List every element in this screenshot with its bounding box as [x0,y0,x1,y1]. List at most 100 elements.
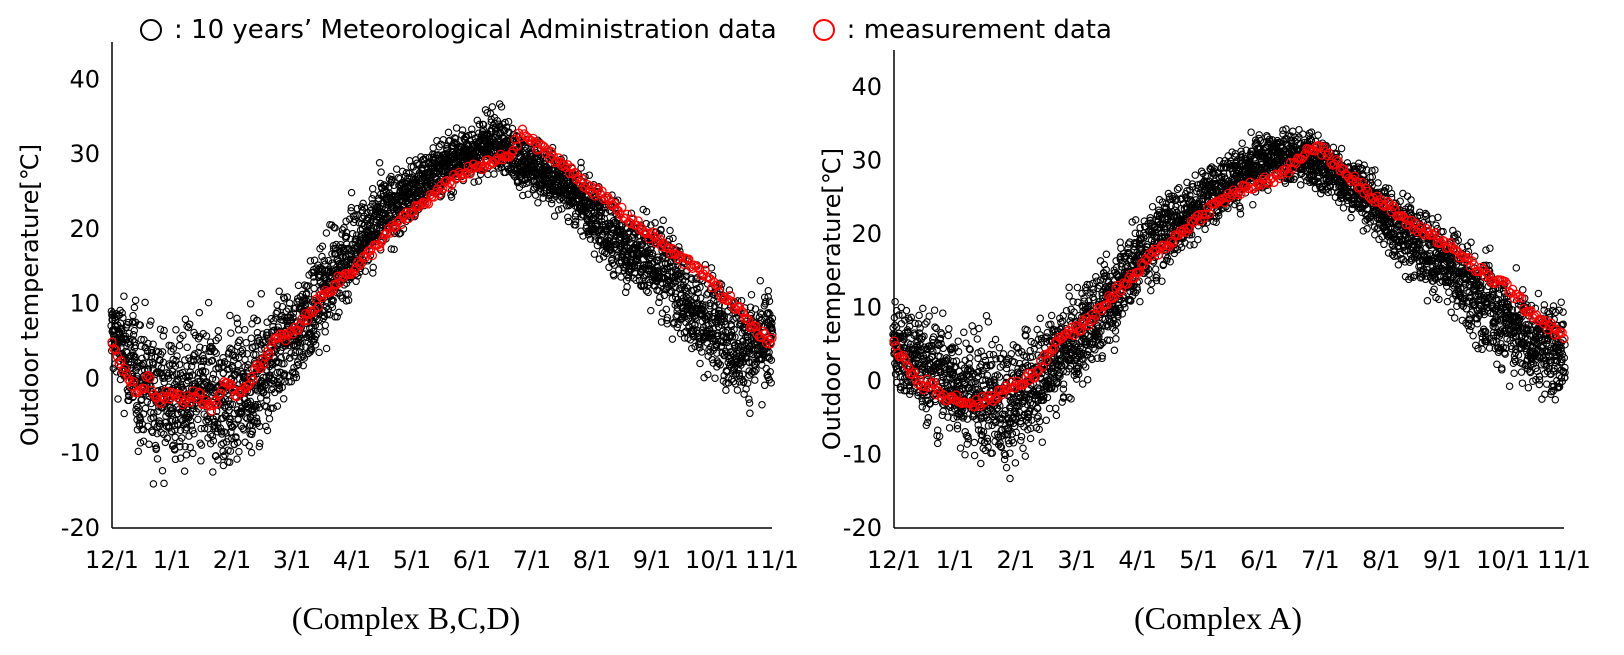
historical-point [156,325,165,333]
historical-point [175,341,184,350]
historical-point [140,336,148,344]
historical-point [724,374,733,382]
historical-point [450,134,459,142]
measurement-point [355,260,365,270]
historical-point [918,403,927,411]
historical-point [212,376,220,384]
historical-point [1017,432,1026,441]
historical-point [662,305,671,314]
historical-point [768,324,776,333]
measurement-point [767,333,777,343]
historical-point [595,255,604,263]
historical-point [1021,331,1030,339]
historical-point [929,333,938,341]
historical-point [369,269,377,277]
historical-point [991,335,1000,344]
historical-point [657,225,665,234]
historical-point [119,314,127,322]
historical-point [974,421,982,429]
historical-point [1002,356,1011,364]
historical-point [185,372,194,380]
measurement-point [479,162,490,172]
historical-point [740,390,748,398]
historical-point [651,219,659,227]
historical-point [933,439,942,448]
historical-point [243,350,251,358]
historical-point [995,373,1004,381]
historical-point [283,293,292,301]
historical-point [571,213,580,221]
historical-point [252,385,260,394]
historical-point [181,442,189,451]
historical-point [915,311,923,320]
historical-point [1022,393,1030,402]
historical-point [668,335,677,343]
historical-point [214,327,223,335]
historical-point [1045,376,1053,384]
historical-point [633,240,642,249]
historical-point [760,301,769,310]
historical-point [137,335,145,344]
measurement-point [564,168,575,178]
historical-point [1007,350,1016,358]
historical-point [252,350,260,359]
measurement-point [617,202,627,213]
historical-point [167,347,175,356]
historical-point [311,332,320,341]
historical-point [307,345,316,354]
historical-point [764,293,772,301]
historical-point [708,355,716,364]
historical-point [738,341,747,349]
historical-point [663,316,671,324]
historical-point [1027,424,1035,433]
measurement-point [195,388,206,399]
measurement-point [666,249,676,259]
historical-point [921,320,929,328]
historical-point [481,106,490,114]
measurement-point [313,302,323,312]
historical-point [1012,428,1020,437]
historical-point [130,303,139,312]
historical-point [577,158,585,167]
historical-point [226,344,234,353]
historical-point [368,184,377,193]
historical-point [745,399,754,407]
historical-point [654,256,663,265]
historical-point [226,311,234,320]
historical-point [118,325,126,333]
historical-point [275,287,283,296]
historical-point [277,354,285,362]
historical-point [147,317,155,325]
historical-point [1010,358,1019,366]
historical-point [147,348,156,357]
historical-point [716,337,724,346]
measurement-point [185,397,195,407]
historical-point [150,409,158,417]
historical-point [254,334,262,342]
historical-point [767,356,776,364]
historical-point [984,318,993,326]
y-tick-label: 30 [69,140,100,168]
historical-point [270,376,278,385]
historical-point [960,328,968,337]
historical-point [169,441,178,449]
y-tick-label: -10 [61,439,100,467]
historical-point [310,284,318,293]
historical-point [444,128,453,137]
historical-point [985,350,994,359]
historical-point [956,444,965,452]
historical-point [948,344,956,353]
historical-point [655,298,663,307]
historical-point [939,309,947,317]
historical-point [301,301,309,309]
historical-point [746,409,754,418]
historical-point [208,374,217,383]
historical-point [722,386,730,394]
historical-point [547,199,556,208]
historical-point [997,443,1006,452]
historical-point [320,257,329,265]
historical-point [141,298,149,307]
x-tick-label: 4/1 [333,546,372,574]
historical-point [968,322,976,330]
historical-point [665,262,674,271]
